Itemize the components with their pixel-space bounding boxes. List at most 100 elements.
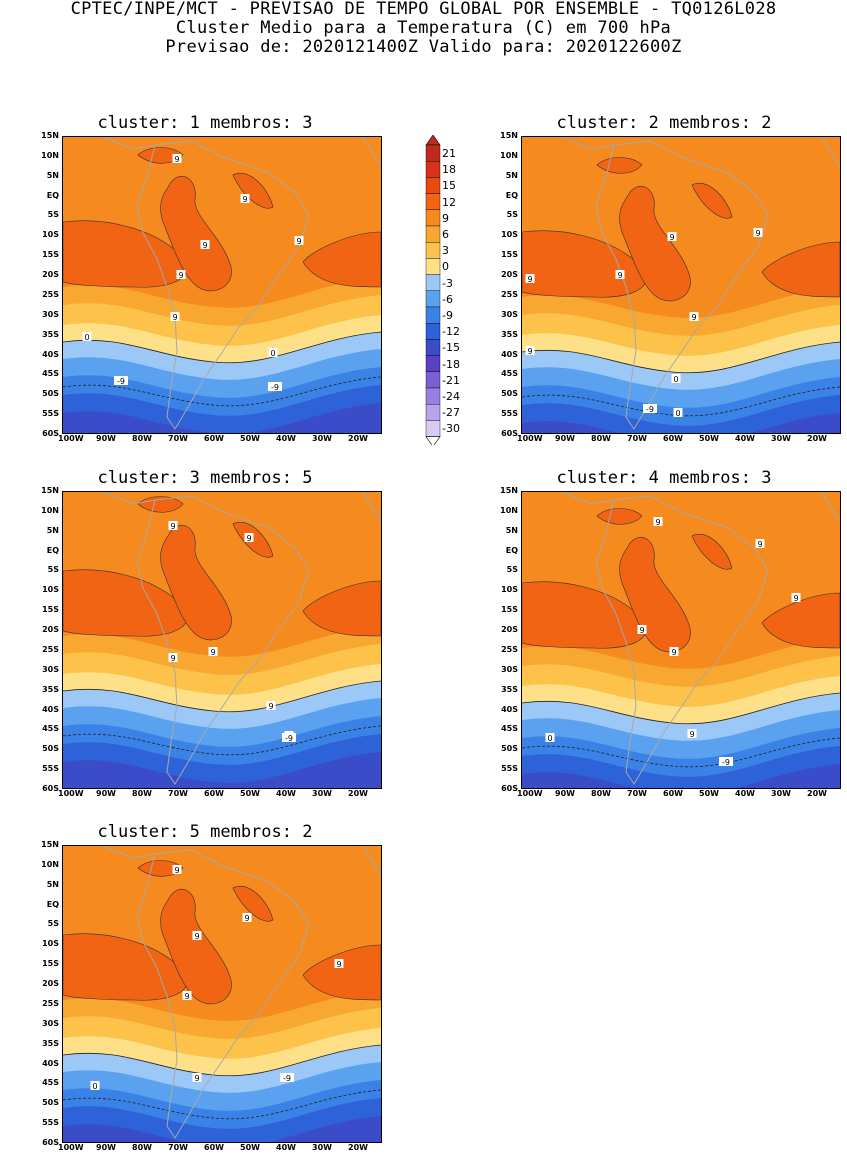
lon-tick-label: 40W	[735, 789, 755, 798]
colorbar-label: -15	[442, 341, 460, 355]
warm-region	[63, 933, 188, 1001]
lat-tick-label: 35S	[501, 684, 518, 694]
lat-tick-label: 5N	[505, 170, 518, 180]
svg-text:9: 9	[639, 626, 644, 635]
lon-tick-label: 50W	[240, 434, 260, 443]
svg-text:-9: -9	[722, 758, 730, 767]
lat-tick-label: 5S	[47, 565, 59, 575]
svg-text:9: 9	[170, 522, 175, 531]
coastline	[362, 137, 381, 168]
panel-title: cluster: 2 membros: 2	[556, 113, 772, 133]
lat-tick-label: 55S	[501, 409, 518, 419]
svg-text:9: 9	[268, 702, 273, 711]
svg-text:9: 9	[527, 347, 532, 356]
lon-tick-label: 20W	[807, 434, 827, 443]
minus9-contour	[63, 1089, 381, 1120]
lat-tick-label: 30S	[42, 1018, 59, 1028]
coastline	[102, 846, 156, 859]
svg-text:-9: -9	[646, 405, 654, 414]
panel-title: cluster: 1 membros: 3	[97, 113, 313, 133]
lat-tick-label: 30S	[501, 664, 518, 674]
contour-label: 9	[753, 228, 763, 238]
lat-tick-label: 10S	[42, 230, 59, 240]
lon-tick-label: 30W	[312, 789, 332, 798]
lat-tick-label: EQ	[505, 545, 518, 555]
lon-tick-label: 60W	[204, 1143, 224, 1152]
svg-text:9: 9	[757, 540, 762, 549]
coastline	[102, 492, 156, 505]
lat-tick-label: 45S	[501, 369, 518, 379]
lon-tick-label: 40W	[276, 789, 296, 798]
warm-region	[596, 508, 643, 525]
contour-label: 9	[525, 274, 535, 284]
svg-text:0: 0	[673, 375, 678, 384]
lat-tick-label: 15N	[500, 131, 518, 140]
lon-tick-label: 40W	[735, 434, 755, 443]
lon-tick-label: 60W	[663, 789, 683, 798]
lon-tick-label: 90W	[96, 1143, 116, 1152]
lat-tick-label: 35S	[42, 1038, 59, 1048]
lat-tick-label: 25S	[501, 289, 518, 299]
lon-tick-label: 30W	[771, 789, 791, 798]
svg-text:9: 9	[170, 654, 175, 663]
lon-tick-label: 20W	[348, 1143, 368, 1152]
lon-tick-label: 60W	[663, 434, 683, 443]
lon-tick-label: 20W	[348, 789, 368, 798]
contour-label: 9	[689, 312, 699, 322]
lat-tick-label: 5N	[46, 525, 59, 535]
svg-text:9: 9	[617, 271, 622, 280]
warm-region	[522, 581, 647, 649]
lat-tick-label: 55S	[501, 764, 518, 774]
contour-label: 9	[334, 959, 344, 969]
svg-text:0: 0	[84, 333, 89, 342]
temperature-band	[63, 403, 381, 433]
warm-region	[137, 860, 184, 877]
colorbar-swatch	[425, 420, 441, 437]
contour-label: 9	[244, 533, 254, 543]
temperature-band	[522, 746, 840, 788]
lat-tick-label: 35S	[42, 329, 59, 339]
lat-tick-label: 10S	[501, 230, 518, 240]
lat-tick-label: 30S	[501, 309, 518, 319]
colorbar-swatch	[425, 355, 441, 373]
svg-text:-9: -9	[285, 734, 293, 743]
lat-tick-label: 10N	[41, 150, 59, 160]
minus9-contour	[63, 376, 381, 407]
lat-tick-label: 5N	[46, 879, 59, 889]
lat-tick-label: 5S	[506, 565, 518, 575]
temperature-band	[63, 1098, 381, 1142]
coastline	[561, 492, 615, 505]
lon-tick-label: 80W	[132, 1143, 152, 1152]
lon-tick-label: 60W	[204, 789, 224, 798]
lat-tick-label: 40S	[42, 704, 59, 714]
minus9-contour	[522, 386, 840, 417]
lat-tick-label: 20S	[501, 270, 518, 280]
colorbar-label: -30	[442, 422, 460, 436]
continent-outline	[136, 849, 310, 1139]
lon-tick-label: 40W	[276, 434, 296, 443]
temperature-band	[522, 395, 840, 433]
contour-label: 9	[669, 647, 679, 657]
zero-contour	[522, 692, 840, 725]
contour-label: -9	[114, 376, 128, 386]
svg-text:0: 0	[547, 734, 552, 743]
lat-tick-label: 10S	[501, 585, 518, 595]
lon-tick-label: 50W	[699, 434, 719, 443]
colorbar-label: 9	[442, 211, 449, 225]
lat-tick-label: 55S	[42, 1118, 59, 1128]
svg-text:0: 0	[92, 1082, 97, 1091]
svg-text:9: 9	[755, 229, 760, 238]
lon-tick-label: 90W	[555, 789, 575, 798]
lat-tick-label: 5S	[47, 210, 59, 220]
lat-tick-label: 60S	[501, 784, 518, 793]
contour-label: 9	[687, 729, 697, 739]
colorbar-label: 18	[442, 163, 456, 177]
lon-tick-label: 100W	[58, 1143, 84, 1152]
svg-text:9: 9	[527, 275, 532, 284]
lon-tick-label: 100W	[58, 789, 84, 798]
warm-region	[232, 173, 274, 209]
lat-tick-label: 20S	[42, 625, 59, 635]
warm-region	[691, 183, 733, 219]
